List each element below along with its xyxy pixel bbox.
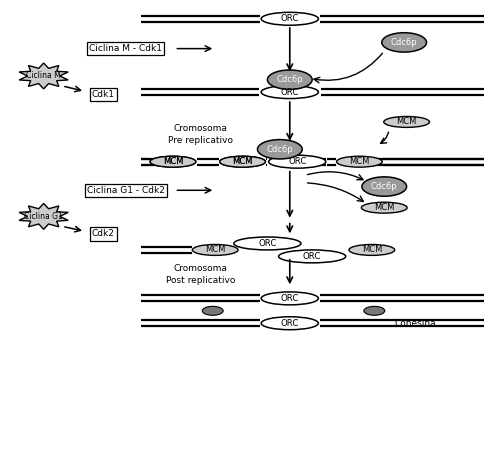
- Text: ORC: ORC: [258, 239, 276, 248]
- Ellipse shape: [150, 156, 196, 167]
- Ellipse shape: [268, 70, 312, 89]
- Ellipse shape: [349, 245, 395, 256]
- Text: MCM: MCM: [232, 157, 252, 166]
- Ellipse shape: [268, 155, 326, 168]
- Ellipse shape: [364, 306, 384, 315]
- Ellipse shape: [261, 12, 318, 25]
- Ellipse shape: [202, 306, 223, 315]
- Text: Ciclina M - Cdk1: Ciclina M - Cdk1: [89, 44, 162, 53]
- Text: MCM: MCM: [205, 246, 226, 255]
- Text: ORC: ORC: [288, 157, 306, 166]
- Ellipse shape: [261, 86, 318, 99]
- Text: ORC: ORC: [303, 252, 322, 261]
- Ellipse shape: [220, 156, 266, 167]
- Polygon shape: [19, 203, 68, 229]
- Text: ORC: ORC: [280, 294, 299, 303]
- Text: MCM: MCM: [162, 157, 183, 166]
- Text: Cdk1: Cdk1: [92, 90, 115, 99]
- Text: Cdc6p: Cdc6p: [391, 38, 417, 47]
- Text: MCM: MCM: [349, 157, 370, 166]
- Text: Cromosoma
Pre replicativo: Cromosoma Pre replicativo: [168, 124, 233, 145]
- Ellipse shape: [336, 156, 382, 167]
- Text: ORC: ORC: [280, 319, 299, 328]
- Ellipse shape: [258, 140, 302, 159]
- Text: Cdc6p: Cdc6p: [276, 75, 303, 84]
- Ellipse shape: [382, 33, 426, 52]
- Text: Cromosoma
Post replicativo: Cromosoma Post replicativo: [166, 265, 235, 285]
- Text: Cdc6p: Cdc6p: [371, 182, 398, 191]
- Text: MCM: MCM: [396, 117, 417, 126]
- Text: ORC: ORC: [280, 87, 299, 96]
- Text: MCM: MCM: [374, 203, 394, 212]
- Text: Ciclina M: Ciclina M: [26, 71, 61, 80]
- Ellipse shape: [150, 156, 196, 167]
- Polygon shape: [19, 63, 68, 89]
- Text: MCM: MCM: [232, 157, 252, 166]
- Ellipse shape: [261, 317, 318, 330]
- Ellipse shape: [234, 237, 301, 250]
- Text: Cdc6p: Cdc6p: [266, 145, 293, 154]
- Text: Cohesina: Cohesina: [394, 319, 436, 328]
- Ellipse shape: [261, 292, 318, 305]
- Ellipse shape: [278, 250, 345, 263]
- Text: MCM: MCM: [162, 157, 183, 166]
- Text: Cdk2: Cdk2: [92, 229, 115, 238]
- Ellipse shape: [384, 116, 430, 127]
- Ellipse shape: [362, 177, 406, 196]
- Ellipse shape: [220, 156, 266, 167]
- Ellipse shape: [362, 202, 407, 213]
- Text: MCM: MCM: [362, 246, 382, 255]
- Ellipse shape: [192, 245, 238, 256]
- Text: Ciclina G1: Ciclina G1: [24, 212, 63, 221]
- Text: ORC: ORC: [280, 14, 299, 23]
- Text: Ciclina G1 - Cdk2: Ciclina G1 - Cdk2: [87, 186, 164, 195]
